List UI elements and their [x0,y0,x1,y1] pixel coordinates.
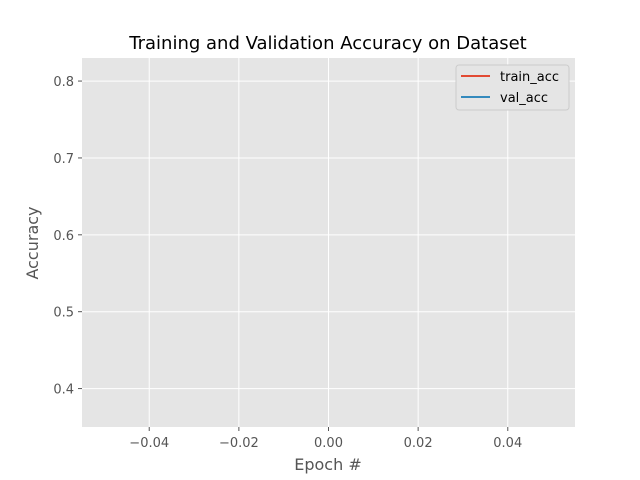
y-tick-label: 0.6 [53,229,74,244]
x-tick-label: −0.02 [219,436,259,451]
y-tick-label: 0.8 [53,75,74,90]
x-axis-label: Epoch # [294,455,361,474]
x-tick-label: −0.04 [129,436,169,451]
x-tick-label: 0.04 [493,436,522,451]
legend: train_acc val_acc [455,64,570,111]
chart-title: Training and Validation Accuracy on Data… [128,33,526,54]
x-tick-label: 0.00 [314,436,343,451]
legend-label-train-acc: train_acc [500,70,559,85]
y-tick-label: 0.4 [53,383,74,398]
y-tick-label: 0.7 [53,152,74,167]
y-axis-label: Accuracy [23,206,42,279]
x-tick-label: 0.02 [404,436,433,451]
y-tick-label: 0.5 [53,306,74,321]
x-axis-ticks: −0.04 −0.02 0.00 0.02 0.04 [129,427,522,451]
legend-label-val-acc: val_acc [500,91,548,106]
y-axis-ticks: 0.4 0.5 0.6 0.7 0.8 [53,75,82,398]
